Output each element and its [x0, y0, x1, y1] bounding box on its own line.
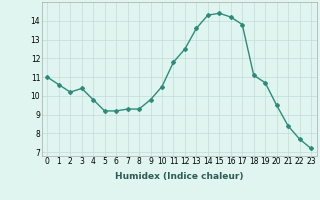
X-axis label: Humidex (Indice chaleur): Humidex (Indice chaleur) — [115, 172, 244, 181]
